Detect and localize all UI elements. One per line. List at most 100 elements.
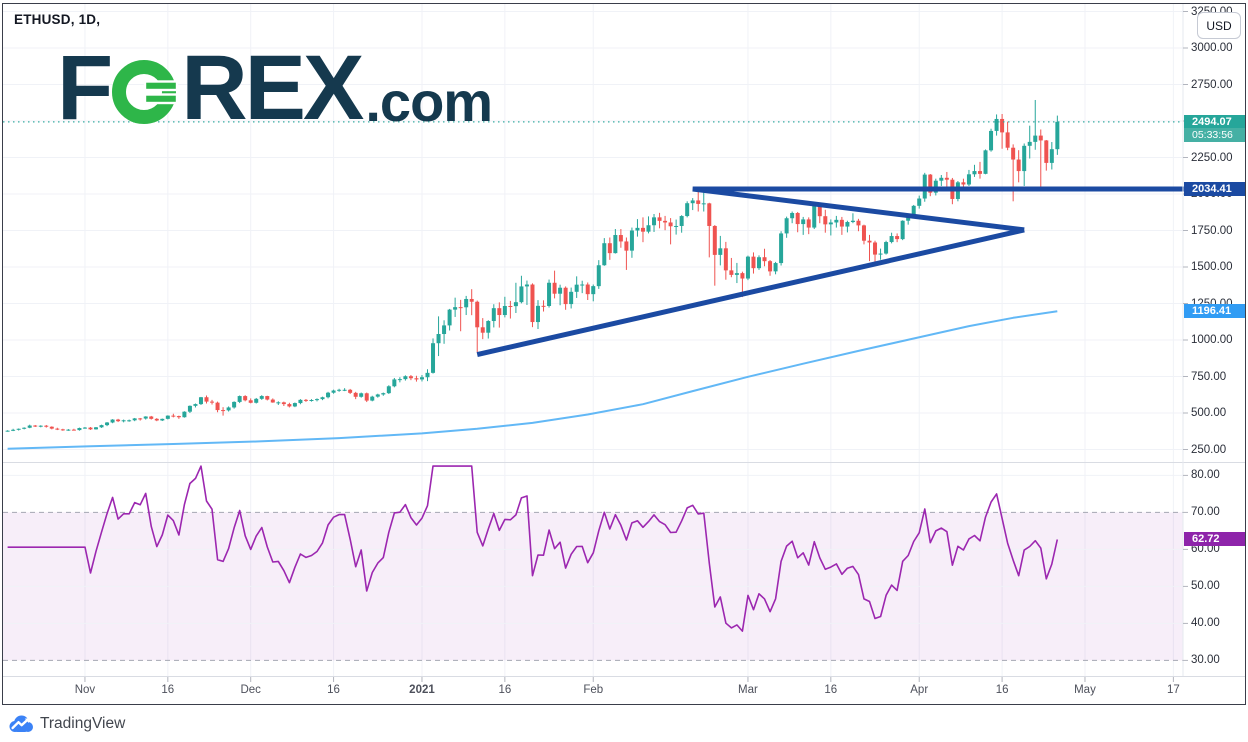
candle-body — [55, 428, 60, 430]
candle-body — [596, 265, 601, 287]
candle-body — [574, 284, 579, 292]
candle-body — [762, 257, 767, 262]
candle-body — [740, 273, 745, 279]
candle-body — [635, 227, 640, 231]
candle-body — [878, 253, 883, 255]
trendline-triangle-upper[interactable] — [692, 186, 1025, 233]
price-tick-label: 500.00 — [1191, 407, 1227, 419]
candle-body — [917, 198, 922, 206]
time-tick-label: Nov — [74, 684, 96, 696]
tradingview-logo-icon[interactable] — [8, 714, 34, 734]
candle-body — [315, 399, 319, 401]
candle-body — [419, 377, 424, 380]
rsi-tick-label: 40.00 — [1191, 617, 1220, 630]
candle-body — [1000, 118, 1005, 133]
candle-body — [552, 282, 557, 294]
candle-body — [359, 393, 364, 397]
candle-body — [1011, 147, 1016, 160]
candle-body — [502, 305, 507, 316]
candle-body — [773, 263, 778, 272]
candle-body — [652, 217, 657, 226]
candle-body — [486, 321, 491, 333]
time-tick-label: 16 — [498, 684, 512, 696]
candle-body — [342, 389, 347, 391]
candle-body — [348, 389, 353, 393]
price-tick-label: 2250.00 — [1191, 151, 1233, 164]
candle-body — [519, 286, 524, 303]
candle-body — [381, 393, 386, 395]
candle-body — [44, 425, 49, 427]
candle-body — [309, 400, 314, 402]
price-tick-label: 250.00 — [1191, 443, 1227, 456]
candle-body — [326, 392, 331, 398]
candle-body — [99, 425, 104, 428]
currency-toggle-button[interactable]: USD — [1197, 12, 1241, 39]
candle-body — [171, 415, 176, 417]
candle-body — [591, 286, 596, 295]
candle-body — [132, 418, 137, 421]
symbol-interval-label: ETHUSD, 1D, — [14, 12, 101, 27]
candle-body — [679, 216, 684, 226]
candle-body — [337, 389, 342, 391]
candle-body — [690, 200, 695, 204]
candle-body — [71, 429, 76, 431]
candle-body — [491, 308, 496, 322]
candle-body — [873, 242, 878, 255]
candle-body — [392, 379, 397, 387]
candle-body — [624, 241, 629, 251]
candle-body — [618, 235, 623, 242]
candle-body — [303, 399, 308, 401]
candle-body — [298, 399, 303, 404]
candle-body — [580, 284, 585, 286]
candle-body — [143, 416, 148, 419]
trendline-triangle-lower[interactable] — [476, 227, 1025, 358]
candle-body — [469, 298, 474, 302]
candle-body — [386, 386, 391, 394]
candle-body — [276, 402, 281, 404]
candle-body — [480, 327, 485, 333]
candle-body — [685, 203, 690, 217]
last-price-badge: 2494.07 05:33:56 — [1184, 114, 1246, 142]
candle-body — [1033, 135, 1038, 142]
candle-body — [453, 307, 458, 310]
candle-body — [110, 419, 115, 423]
candle-body — [734, 273, 739, 275]
candle-body — [779, 233, 784, 264]
rsi-line[interactable] — [7, 465, 1059, 632]
candle-body — [1055, 121, 1060, 150]
candle-body — [182, 411, 187, 418]
candle-body — [541, 305, 546, 307]
candle-body — [812, 205, 817, 228]
candle-body — [5, 430, 10, 432]
moving-average-line[interactable] — [7, 310, 1058, 450]
tradingview-brand-text[interactable]: TradingView — [40, 714, 126, 732]
watermark-letter-f: F — [57, 37, 113, 139]
last-price-value: 2494.07 — [1184, 114, 1246, 129]
candle-body — [237, 396, 242, 402]
time-tick-label: 16 — [824, 684, 838, 696]
candle-body — [1005, 132, 1010, 148]
time-tick-label: 2021 — [409, 684, 435, 696]
candle-body — [221, 410, 226, 412]
candle-body — [928, 174, 933, 193]
candle-body — [49, 426, 54, 429]
candle-body — [1016, 159, 1021, 172]
candle-body — [38, 425, 43, 427]
time-tick-label: 16 — [161, 684, 175, 696]
time-tick-label: 16 — [327, 684, 340, 696]
candle-body — [442, 325, 447, 335]
candle-body — [176, 416, 181, 418]
candle-body — [375, 394, 380, 397]
candle-body — [397, 379, 402, 381]
time-tick-label: Feb — [583, 684, 604, 696]
candle-body — [270, 399, 275, 403]
candle-body — [77, 428, 82, 431]
candle-body — [232, 401, 237, 408]
time-tick-label: Mar — [738, 684, 758, 696]
candle-body — [966, 174, 971, 185]
time-tick-label: 17 — [1166, 684, 1180, 696]
attribution-bar: TradingView — [0, 705, 1248, 742]
candle-body — [707, 203, 712, 226]
candle-body — [850, 220, 855, 223]
